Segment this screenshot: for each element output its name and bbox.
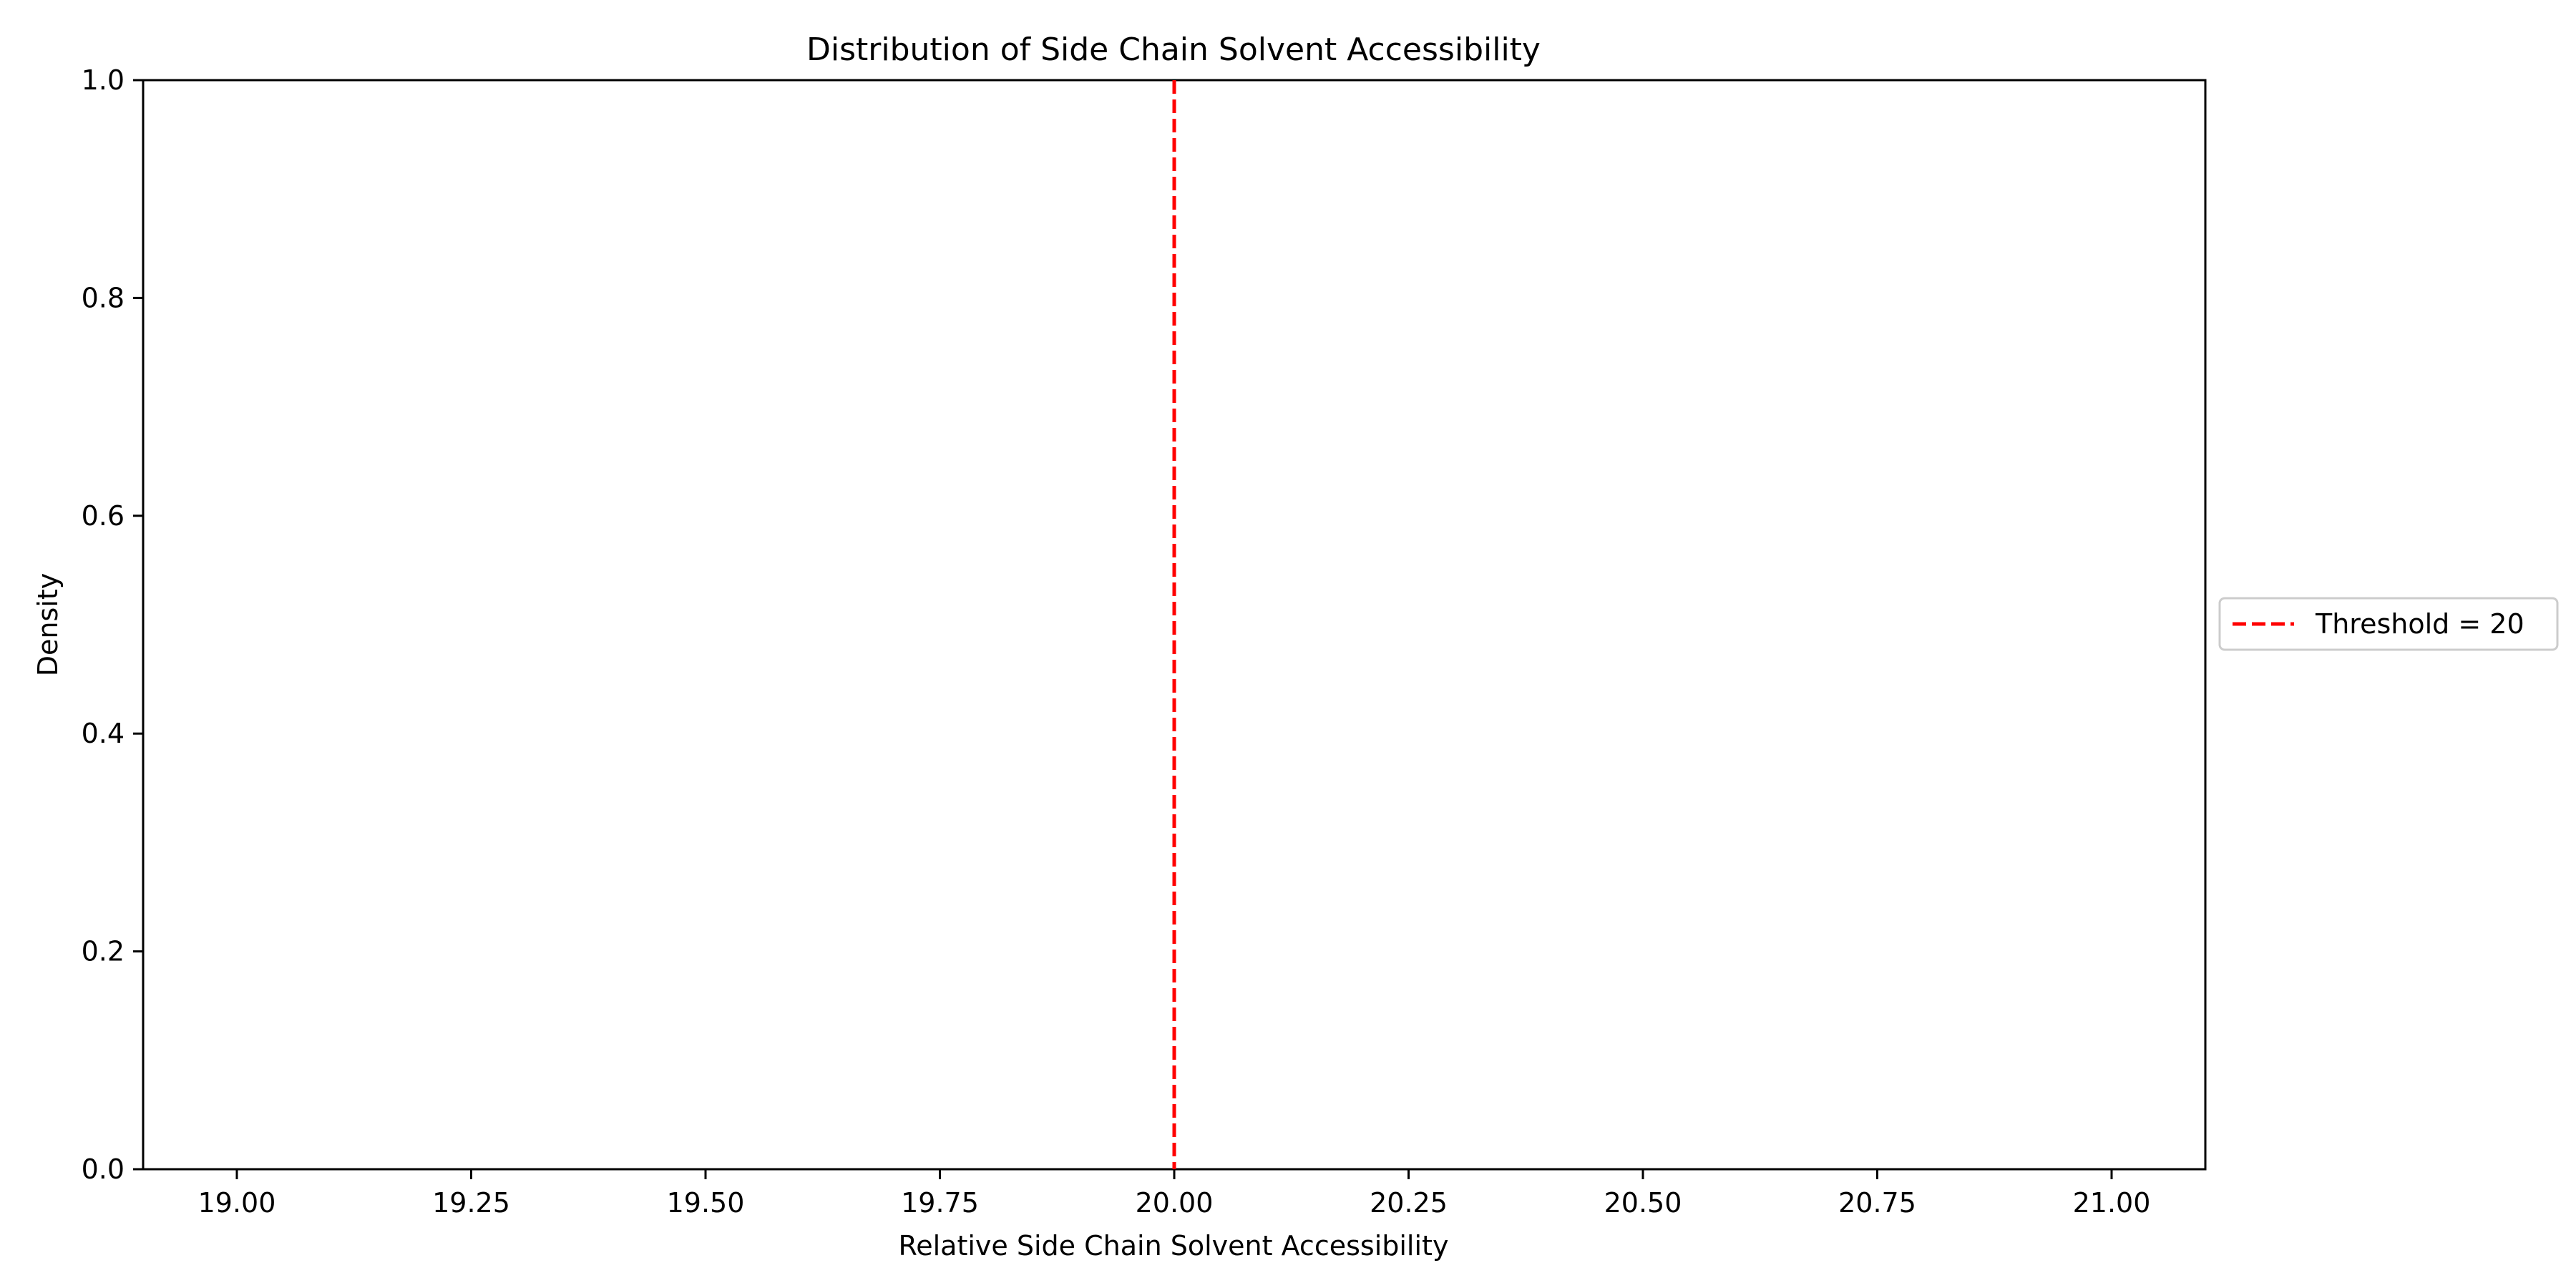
x-tick-label: 21.00 [2073, 1187, 2151, 1219]
x-tick-label: 19.00 [198, 1187, 276, 1219]
x-axis-label: Relative Side Chain Solvent Accessibilit… [899, 1230, 1449, 1262]
chart-title: Distribution of Side Chain Solvent Acces… [806, 31, 1541, 68]
x-tick-label: 19.50 [667, 1187, 745, 1219]
x-tick-label: 19.75 [901, 1187, 979, 1219]
x-tick-label: 20.75 [1838, 1187, 1916, 1219]
y-axis-label: Density [32, 573, 64, 676]
y-tick-label: 0.4 [82, 718, 125, 749]
x-axis: 19.00 19.25 19.50 19.75 20.00 20.25 20.50 20.75… [198, 1169, 2151, 1219]
x-tick-label: 20.25 [1370, 1187, 1448, 1219]
y-tick-label: 1.0 [82, 64, 125, 96]
y-tick-label: 0.6 [82, 500, 125, 532]
y-tick-label: 0.8 [82, 282, 125, 313]
legend-threshold-label: Threshold = 20 [2315, 608, 2524, 640]
x-tick-label: 20.00 [1136, 1187, 1214, 1219]
y-axis: 0.0 0.2 0.4 0.6 0.8 1.0 [82, 64, 143, 1185]
y-tick-label: 0.0 [82, 1153, 125, 1185]
x-tick-label: 20.50 [1604, 1187, 1682, 1219]
x-tick-label: 19.25 [432, 1187, 510, 1219]
legend: Threshold = 20 [2218, 597, 2559, 651]
legend-frame [2218, 597, 2559, 651]
y-tick-label: 0.2 [82, 936, 125, 967]
